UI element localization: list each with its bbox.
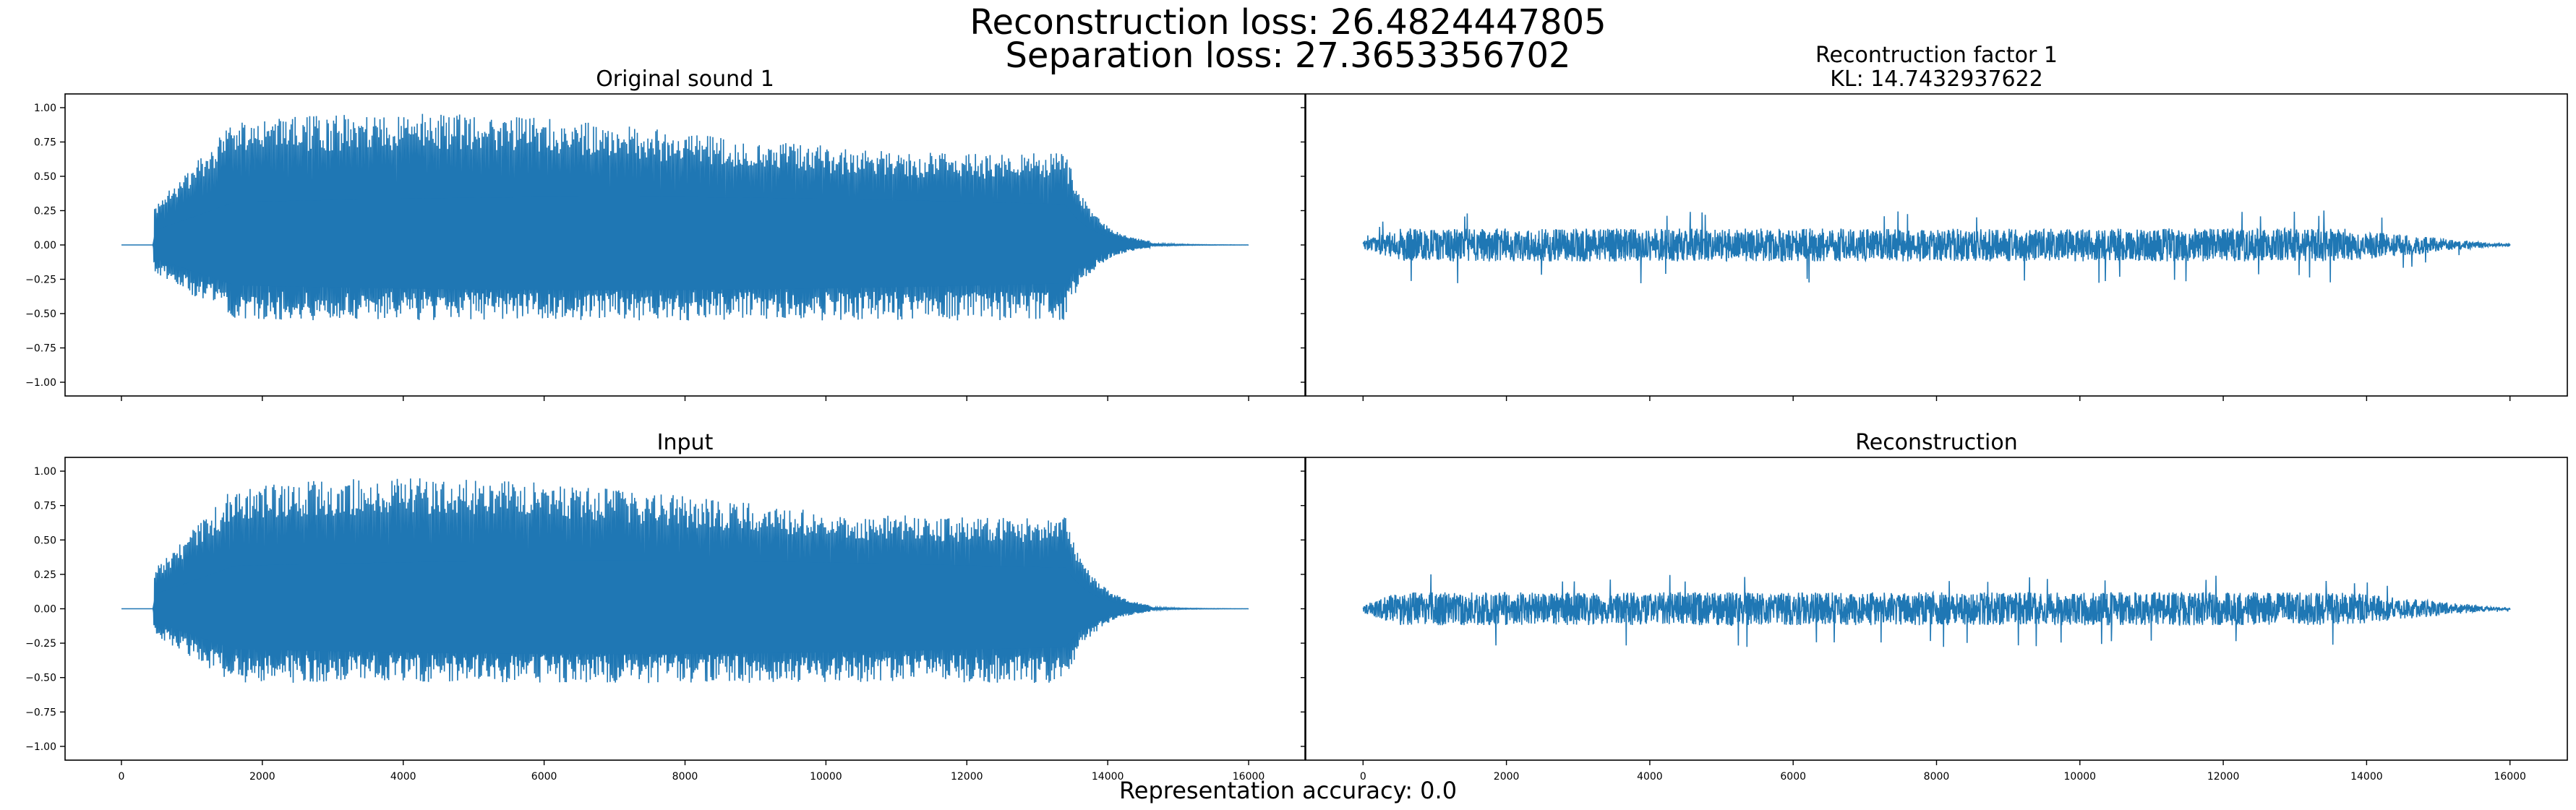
y-tick-label: 0.75	[34, 137, 56, 149]
y-tick-label: −0.75	[25, 707, 56, 718]
y-tick-label: 0.75	[34, 501, 56, 512]
subplot-bottom-left: Input −1.00 −0.75 −0.50 −0.25 0.00 0.25 0.50 0.7…	[25, 430, 1306, 783]
waveform-body	[121, 197, 1249, 290]
y-tick-label: 1.00	[34, 466, 56, 478]
y-tick-label: −1.00	[25, 377, 56, 389]
x-tick-label: 8000	[672, 771, 698, 783]
subplot-top-left: Original sound 1 −1.00 −0.75 −0.50 −0.25 0.00…	[25, 66, 1306, 401]
waveform-body	[121, 560, 1249, 655]
y-tick-label: 0.00	[34, 604, 56, 616]
subplot-subtitle: KL: 14.7432937622	[1830, 66, 2043, 92]
x-tick-label: 2000	[1494, 771, 1520, 783]
x-tick-label: 6000	[1780, 771, 1806, 783]
x-tick-label: 14000	[1092, 771, 1124, 783]
suptitle-line-1: Reconstruction loss: 26.4824447805	[970, 2, 1606, 43]
y-tick-label: −1.00	[25, 741, 56, 753]
representation-accuracy: Representation accuracy: 0.0	[1118, 777, 1458, 804]
x-tick-label: 2000	[249, 771, 275, 783]
y-tick-label: 0.00	[34, 240, 56, 251]
x-tick-label: 12000	[2207, 771, 2240, 783]
x-tick-label: 8000	[1924, 771, 1950, 783]
subplot-title: Original sound 1	[596, 66, 774, 92]
y-tick-label: 1.00	[34, 103, 56, 114]
x-tick-label: 0	[1360, 771, 1366, 783]
x-tick-label: 4000	[390, 771, 416, 783]
x-tick-label: 0	[118, 771, 124, 783]
y-tick-label: 0.50	[34, 171, 56, 183]
x-tick-label: 16000	[2494, 771, 2526, 783]
y-tick-label: 0.25	[34, 569, 56, 581]
y-tick-label: 0.50	[34, 535, 56, 546]
x-tick-label: 12000	[951, 771, 983, 783]
subplot-title: Reconstruction	[1855, 430, 2018, 455]
x-tick-label: 14000	[2350, 771, 2383, 783]
y-tick-label: −0.50	[25, 309, 56, 320]
y-tick-label: −0.50	[25, 673, 56, 684]
suptitle-line-2: Separation loss: 27.3653356702	[1005, 35, 1571, 76]
subplot-top-right: Recontruction factor 1KL: 14.7432937622	[1301, 43, 2568, 401]
subplot-title: Recontruction factor 1	[1815, 43, 2058, 68]
waveform-line	[1362, 210, 2511, 284]
x-tick-label: 10000	[2064, 771, 2097, 783]
subplot-title: Input	[657, 430, 714, 455]
x-tick-label: 6000	[531, 771, 557, 783]
y-tick-label: −0.25	[25, 638, 56, 650]
x-tick-label: 4000	[1637, 771, 1663, 783]
x-tick-label: 10000	[810, 771, 842, 783]
y-tick-label: −0.75	[25, 343, 56, 355]
waveform-line	[1362, 574, 2511, 647]
y-tick-label: 0.25	[34, 206, 56, 217]
subplot-bottom-right: Reconstruction 0 2000 4000 6000 8000 10000 1200…	[1301, 430, 2568, 783]
y-tick-label: −0.25	[25, 275, 56, 286]
x-tick-label: 16000	[1233, 771, 1265, 783]
